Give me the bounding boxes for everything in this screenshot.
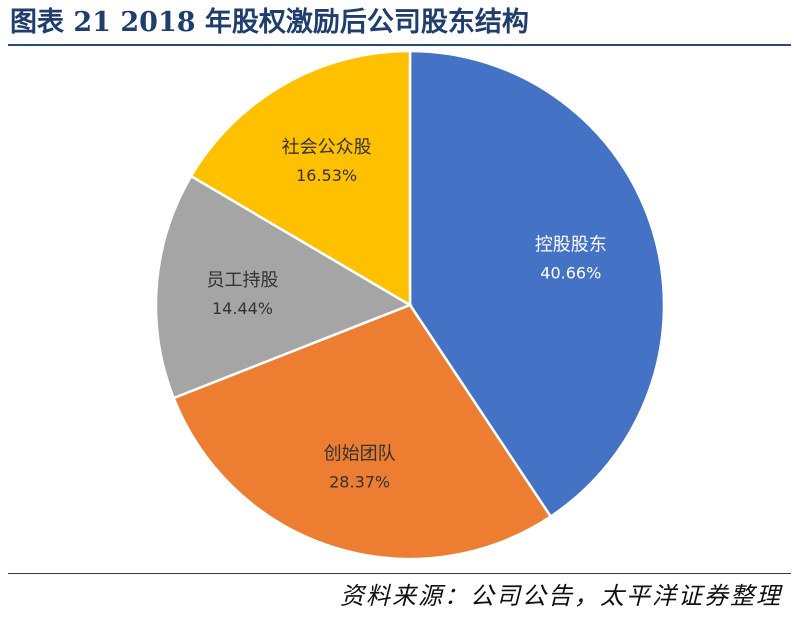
slice-value-label: 14.44%: [212, 299, 273, 318]
slice-name-label: 控股股东: [535, 234, 607, 255]
pie-slices: [154, 49, 666, 561]
pie-slice-3: [154, 174, 413, 400]
slice-value-label: 40.66%: [540, 263, 601, 282]
slice-name-label: 社会公众股: [282, 137, 372, 158]
slice-name-label: 员工持股: [207, 270, 279, 291]
pie-slice-4: [189, 49, 412, 308]
pie-slice-2: [172, 303, 553, 561]
slice-value-label: 28.37%: [329, 472, 390, 491]
footer-rule: [8, 573, 791, 574]
slice-name-label: 创始团队: [324, 443, 396, 464]
title-rule: [8, 44, 791, 46]
pie-labels: 控股股东 40.66% 创始团队 28.37% 员工持股 14.44% 社会公众股 16.53…: [207, 137, 607, 491]
figure-title: 图表 21 2018 年股权激励后公司股东结构: [10, 7, 529, 38]
slice-value-label: 16.53%: [296, 166, 357, 185]
source-note: 资料来源：公司公告，太平洋证券整理: [340, 582, 782, 610]
